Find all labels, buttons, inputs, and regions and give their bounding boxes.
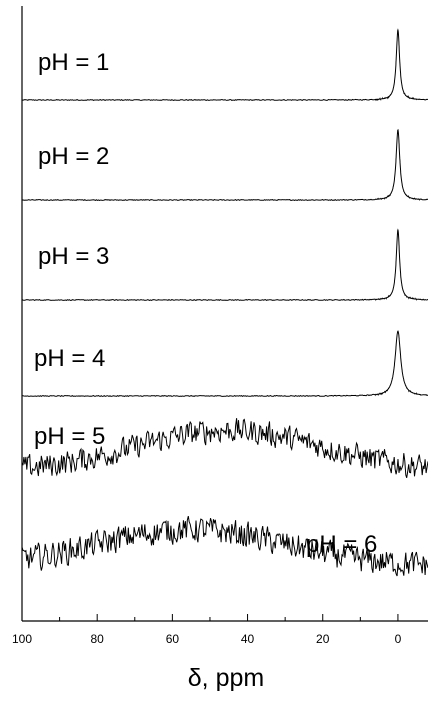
spectrum-trace-6	[21, 515, 428, 577]
spectrum-trace-1	[21, 28, 428, 102]
series-label-5: pH = 5	[34, 423, 105, 450]
x-axis-title: δ, ppm	[188, 664, 264, 692]
spectrum-trace-2	[21, 128, 428, 202]
series-label-2: pH = 2	[38, 143, 109, 170]
series-label-6: pH = 6	[306, 531, 377, 558]
x-tick-label: 40	[241, 632, 255, 646]
x-tick-label: 0	[395, 632, 402, 646]
x-tick-label: 80	[91, 632, 105, 646]
series-label-3: pH = 3	[38, 243, 109, 270]
series-label-1: pH = 1	[38, 49, 109, 76]
spectrum-trace-5	[21, 418, 428, 478]
x-tick-label: 100	[12, 632, 32, 646]
x-tick-label: 60	[166, 632, 180, 646]
spectrum-trace-4	[21, 330, 428, 398]
x-tick-label: 20	[316, 632, 330, 646]
spectrum-trace-3	[21, 228, 428, 302]
series-label-4: pH = 4	[34, 345, 105, 372]
